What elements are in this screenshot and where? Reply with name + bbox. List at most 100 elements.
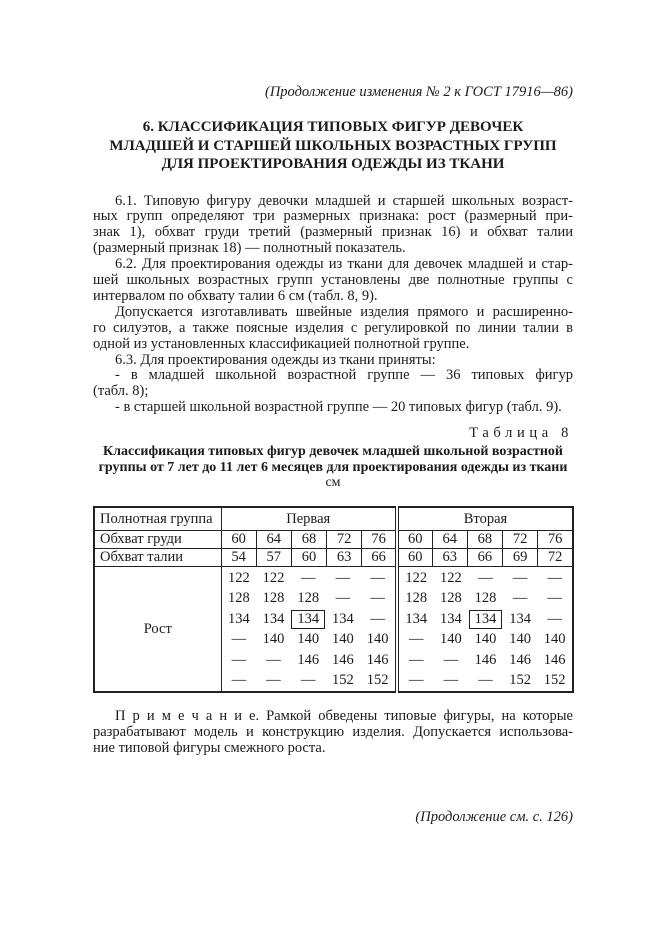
rost-value: — (256, 672, 291, 689)
table-value-cell: 64 (255, 530, 292, 550)
rost-value: — (434, 652, 469, 669)
table-value-cell: 72 (326, 530, 363, 550)
rost-value-text: — (512, 569, 528, 586)
rost-value: 122 (256, 570, 291, 587)
rost-value: 140 (468, 631, 503, 648)
rost-line: — 140 140 140 140 (222, 630, 395, 651)
rost-value-text: — (547, 610, 562, 627)
rost-value-text: 134 (468, 609, 503, 629)
rost-value: 146 (503, 652, 538, 669)
rost-value: 146 (326, 652, 361, 669)
rost-value-text: 134 (291, 609, 326, 629)
table-value-cell: 66 (361, 548, 398, 568)
rost-value-text: 140 (297, 631, 320, 648)
rost-value: 134 (399, 611, 434, 628)
rost-value-text: 146 (366, 651, 389, 668)
rost-value: — (326, 590, 361, 607)
rost-value: 152 (503, 672, 538, 689)
rost-value-text: — (335, 569, 351, 586)
rost-value-text: 146 (474, 651, 497, 668)
paragraph-list-younger: - в младшей школьной возрастной группе —… (93, 368, 573, 400)
rost-value: — (537, 611, 572, 628)
rost-line: 122 122 — — — (222, 568, 395, 589)
rost-value: — (434, 672, 469, 689)
note-paragraph: П р и м е ч а н и е. Рамкой обведены тип… (93, 708, 573, 757)
header-continuation-note: (Продолжение изменения № 2 к ГОСТ 17916—… (264, 84, 573, 100)
rost-value: — (222, 652, 257, 669)
rost-value-boxed: 134 (468, 609, 503, 629)
rost-value-text: — (231, 672, 247, 689)
rost-value: — (291, 672, 326, 689)
rost-line: 122 122 — — — (399, 568, 572, 589)
rost-value-text: 128 (297, 590, 320, 607)
rost-value: 140 (360, 631, 395, 648)
table-value-cell: 63 (431, 548, 468, 568)
rost-value: 140 (503, 631, 538, 648)
rost-value: — (222, 631, 257, 648)
rost-value: — (468, 570, 503, 587)
rost-value-text: — (478, 672, 493, 689)
body-paragraphs: 6.1. Типовую фигуру девочки младшей и ст… (93, 193, 573, 417)
table-value-cell: 68 (290, 530, 328, 550)
table-value-cell: 57 (255, 548, 292, 568)
rost-value-text: — (231, 651, 247, 668)
rost-value: 152 (537, 672, 572, 689)
rost-line: — — 146 146 146 (399, 650, 572, 671)
rost-value-text: 134 (509, 610, 531, 627)
rost-value-text: 140 (509, 631, 531, 648)
rost-value-text: 140 (439, 631, 462, 648)
rost-value-text: 122 (227, 569, 250, 586)
rost-value-text: 134 (332, 610, 354, 627)
table-unit-label: см (325, 475, 341, 491)
rost-value: 128 (222, 590, 257, 607)
rost-value-text: 152 (543, 672, 566, 689)
rost-value-text: — (370, 569, 385, 586)
rost-value-text: — (335, 590, 351, 607)
table-value-cell: 72 (501, 530, 539, 550)
rost-value: 152 (360, 672, 395, 689)
rost-value-text: — (443, 672, 459, 689)
rost-value: — (360, 570, 395, 587)
table-value-cell: 72 (537, 548, 574, 568)
size-table: Полнотная группа Первая Вторая Обхват груди… (93, 506, 574, 694)
rost-value-text: — (300, 672, 316, 689)
rost-value: 128 (468, 590, 503, 607)
rost-value-text: 146 (509, 651, 531, 668)
paragraph-6-3: 6.3. Для проектирования одежды из ткани … (93, 352, 573, 369)
rost-value: 152 (326, 672, 361, 689)
rost-value-text: — (231, 631, 247, 648)
table-value-cell: 76 (361, 530, 398, 550)
text-line: го силуэтов, а также поясные изделия с р… (93, 319, 573, 336)
rost-value: 128 (434, 590, 469, 607)
rost-value-text: 140 (262, 631, 285, 648)
rost-value-boxed: 134 (291, 609, 326, 629)
rost-value-text: 128 (227, 590, 250, 607)
rost-value: 122 (399, 570, 434, 587)
table-value-cell: 60 (290, 548, 328, 568)
size-table-host: Полнотная группа Первая Вторая Обхват груди… (93, 506, 574, 694)
rost-value: 122 (434, 570, 469, 587)
rost-value-text: 122 (439, 569, 462, 586)
rost-line: 134 134 134 134 — (399, 609, 572, 630)
text-line: ДЛЯ ПРОЕКТИРОВАНИЯ ОДЕЖДЫ ИЗ ТКАНИ (161, 156, 505, 172)
table-value-cell: 66 (466, 548, 504, 568)
rost-value-text: — (266, 672, 281, 689)
table-value-cell: 60 (394, 548, 433, 568)
rost-value-text: 128 (474, 590, 497, 607)
paragraph-list-older: - в старшей школьной возрастной группе —… (93, 399, 573, 416)
rost-value-text: 134 (262, 610, 285, 627)
table-value-cell: 68 (466, 530, 504, 550)
table-value-cell: 60 (220, 530, 257, 550)
footer-continuation-note: (Продолжение см. с. 126) (415, 808, 573, 825)
rost-value-text: 152 (332, 672, 354, 689)
rost-value: 146 (468, 652, 503, 669)
table-value-cell: 64 (431, 530, 468, 550)
rost-value-text: — (512, 590, 528, 607)
rost-value-text: — (478, 569, 493, 586)
rost-value: 134 (222, 611, 257, 628)
rost-value: 128 (399, 590, 434, 607)
rost-value-text: 134 (439, 610, 462, 627)
rost-value-text: 134 (227, 610, 250, 627)
table-rost-block: 122 122 — — — 128 128 128 — — 134 134 134 134 — — 140 140… (220, 566, 398, 693)
table-title: Классификация типовых фигур девочек млад… (93, 444, 573, 475)
